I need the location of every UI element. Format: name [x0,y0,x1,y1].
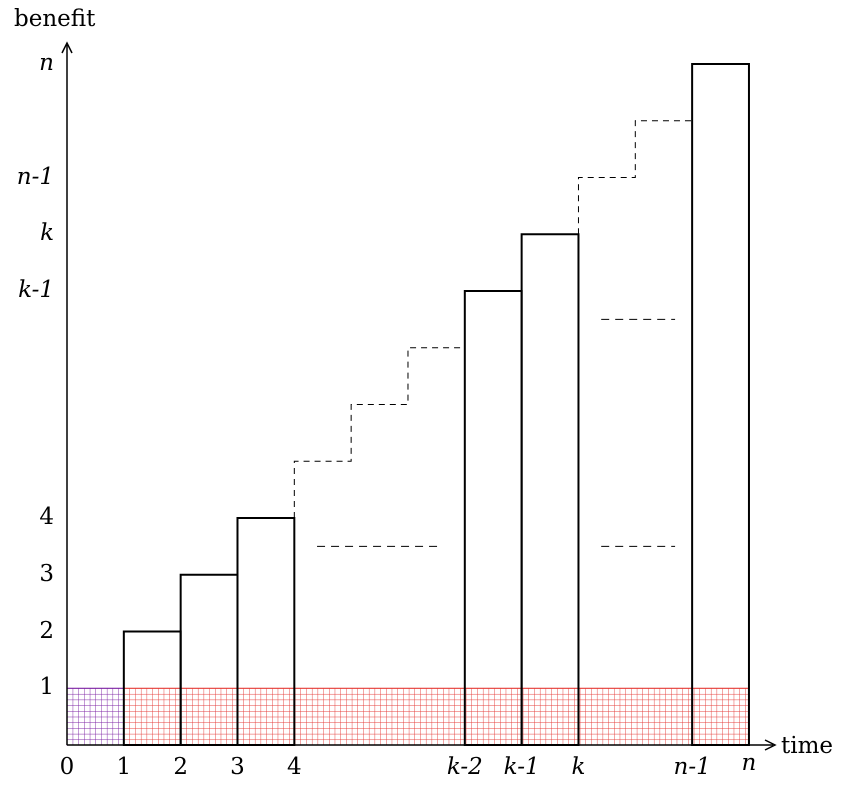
y-axis-label: benefit [14,6,96,32]
x-tick-label: k-1 [503,754,540,780]
bar-5 [691,63,750,746]
y-tick-label: k [40,220,54,247]
x-tick-label: 2 [173,754,188,780]
hatched-region-purple [66,687,125,746]
hatched-region-red [123,687,750,746]
y-tick-label: n [39,50,54,76]
x-axis-label: time [781,733,834,759]
x-tick-label: k-2 [446,754,483,780]
y-tick-label: 3 [39,560,54,587]
y-tick-label: 4 [39,504,54,530]
y-tick-label: 2 [39,617,54,644]
y-tick-label: k-1 [18,277,54,303]
dashed-staircase-1 [577,120,693,235]
x-tick-label: 4 [286,754,302,780]
bar-4 [520,233,580,746]
y-axis-arrowhead [61,41,73,54]
x-tick-label: k [571,754,586,780]
x-axis-arrowhead [764,739,777,751]
x-tick-label: 3 [230,754,245,780]
x-tick-label: n-1 [673,754,711,780]
y-tick-label: n-1 [16,163,54,190]
x-tick-label: 1 [116,754,132,780]
dashed-staircase-0 [293,347,465,518]
x-tick-label: 0 [59,754,75,780]
x-tick-label: n [741,750,757,776]
y-tick-label: 1 [39,674,54,701]
bar-3 [463,290,523,746]
